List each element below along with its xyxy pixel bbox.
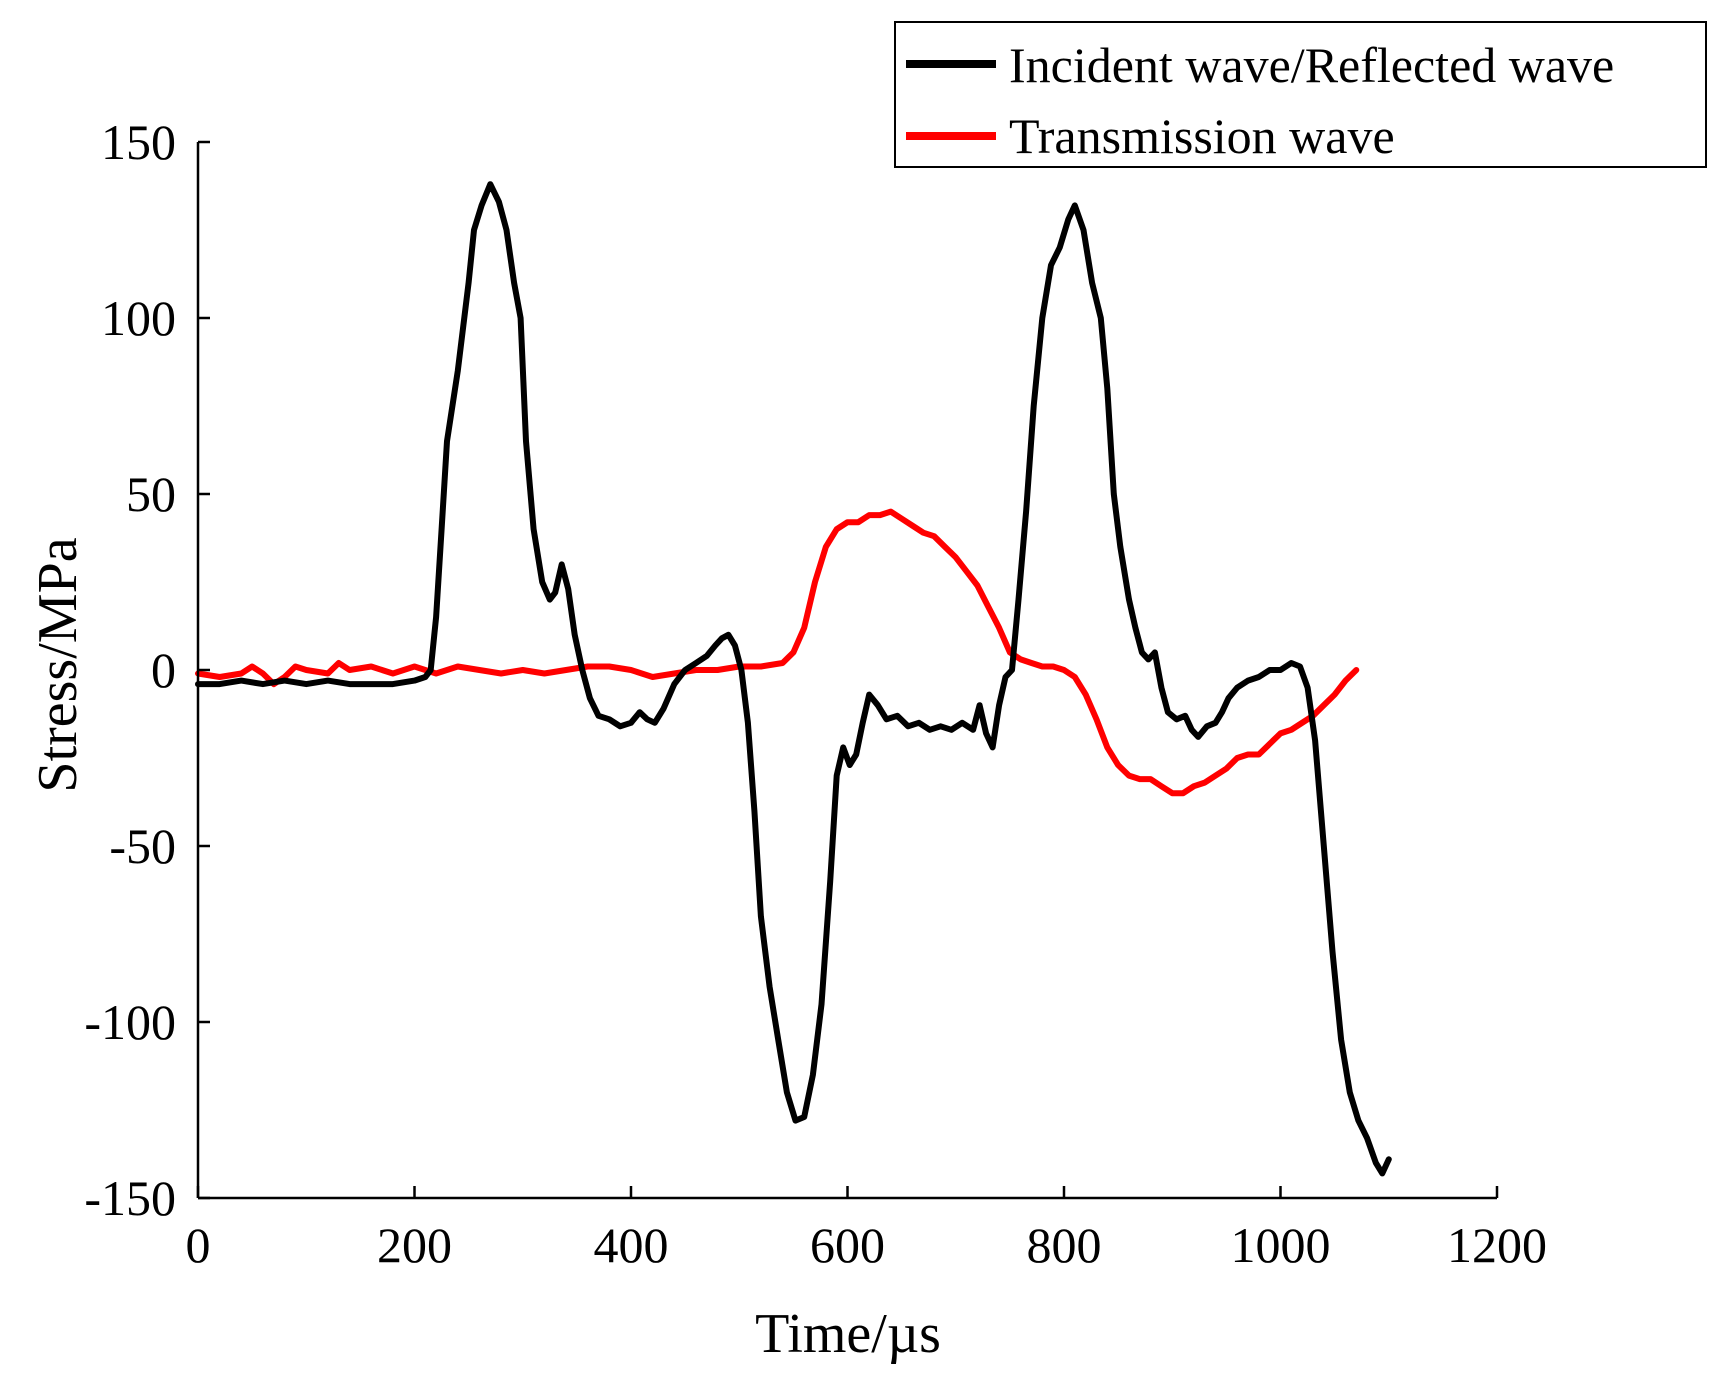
series-layer (195, 181, 1392, 1177)
y-tick-label: 0 (151, 642, 176, 698)
x-axis-label: Time/µs (755, 1303, 941, 1365)
y-tick-label: -100 (84, 994, 176, 1050)
legend: Incident wave/Reflected wave Transmissio… (894, 21, 1707, 168)
y-axis-label: Stress/MPa (27, 537, 89, 792)
y-tick-label: 50 (126, 466, 176, 522)
y-tick-label: 100 (101, 290, 176, 346)
x-tick-label: 1000 (1231, 1217, 1331, 1273)
legend-label-incident: Incident wave/Reflected wave (1009, 37, 1614, 93)
legend-label-transmission: Transmission wave (1009, 108, 1395, 164)
series-line-transmission (195, 508, 1360, 797)
x-tick-label: 0 (186, 1217, 211, 1273)
x-tick-label: 400 (594, 1217, 669, 1273)
y-tick-label: -50 (109, 818, 176, 874)
x-tick-label: 1200 (1447, 1217, 1547, 1273)
x-tick-label: 200 (377, 1217, 452, 1273)
y-tick-label: 150 (101, 114, 176, 170)
y-tick-label: -150 (84, 1170, 176, 1226)
x-tick-label: 800 (1027, 1217, 1102, 1273)
series-line-incident-reflected (195, 181, 1392, 1177)
ticks-layer: 0 200 400 600 800 1000 1200 -150 -100 -50 0 50 100 15… (84, 114, 1547, 1273)
legend-box (894, 21, 1707, 168)
x-tick-label: 600 (810, 1217, 885, 1273)
